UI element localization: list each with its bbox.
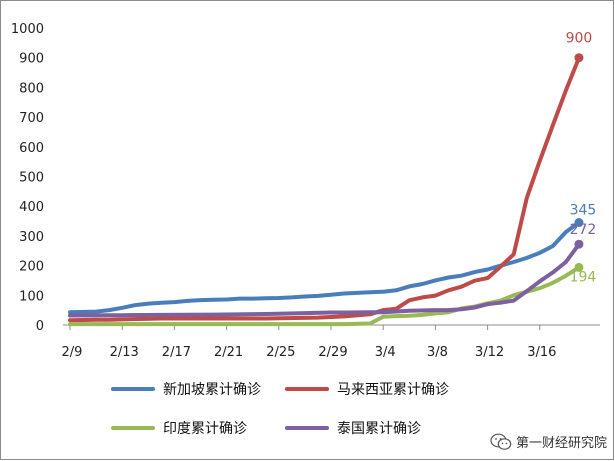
series-end-label-3: 194: [570, 269, 597, 285]
x-axis: 2/9 2/13 2/17 2/21 2/25 2/29 3/4 3/8 3/12 3/16: [62, 325, 556, 360]
series-end-point-2: [574, 53, 584, 63]
series-line-1: [68, 220, 581, 315]
series-layer: [68, 53, 584, 327]
x-tick-label: 2/9: [62, 345, 83, 360]
series-end-label-1: 345: [570, 203, 597, 219]
y-tick-label: 300: [19, 230, 44, 245]
x-tick-label: 3/4: [375, 345, 396, 360]
x-tick-label: 3/12: [475, 345, 504, 360]
y-tick-label: 500: [19, 171, 44, 186]
x-tick-label: 2/13: [110, 345, 139, 360]
legend-label-4: 泰国累计确诊: [337, 421, 421, 437]
x-tick-label: 2/17: [162, 345, 191, 360]
series-end-label-4: 272: [570, 222, 597, 238]
y-tick-label: 900: [19, 52, 44, 67]
end-labels: 345 900 194 272: [566, 31, 597, 286]
x-tick-label: 2/21: [214, 345, 243, 360]
series-line-2: [68, 55, 581, 323]
y-axis: 0 100 200 300 400 500 600 700 800 900 1000: [11, 22, 44, 334]
y-tick-label: 1000: [11, 22, 44, 37]
legend-label-2: 马来西亚累计确诊: [337, 382, 449, 398]
y-tick-label: 200: [19, 260, 44, 275]
y-tick-label: 800: [19, 81, 44, 96]
series-line-3: [68, 265, 581, 327]
legend-label-3: 印度累计确诊: [163, 421, 247, 437]
x-tick-label: 2/29: [318, 345, 347, 360]
y-tick-label: 100: [19, 289, 44, 304]
x-tick-label: 3/16: [527, 345, 556, 360]
x-tick-label: 3/8: [427, 345, 448, 360]
series-end-point-4: [574, 239, 584, 249]
y-tick-label: 400: [19, 200, 44, 215]
watermark: 第一财经研究院: [490, 432, 607, 451]
legend-label-1: 新加坡累计确诊: [163, 382, 261, 398]
series-end-point-1: [574, 218, 584, 228]
y-tick-label: 0: [36, 319, 44, 334]
y-tick-label: 600: [19, 141, 44, 156]
series-line-4: [68, 242, 581, 318]
watermark-text: 第一财经研究院: [515, 436, 607, 451]
wechat-icon: [490, 433, 512, 450]
series-end-label-2: 900: [566, 31, 593, 47]
y-tick-label: 700: [19, 111, 44, 126]
series-end-point-3: [574, 262, 584, 272]
x-tick-label: 2/25: [266, 345, 295, 360]
